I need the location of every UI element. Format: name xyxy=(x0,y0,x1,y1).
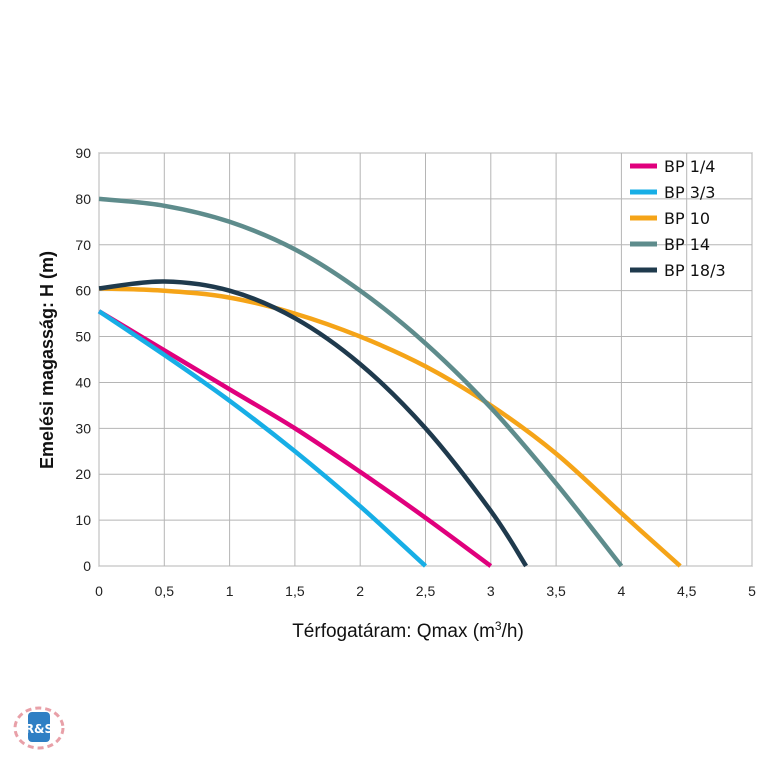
y-tick-label: 90 xyxy=(75,145,91,161)
x-tick-label: 2,5 xyxy=(416,583,436,599)
y-axis-title: Emelési magasság: H (m) xyxy=(37,251,57,469)
x-tick-label: 0 xyxy=(95,583,103,599)
series-line-bp-3-3 xyxy=(97,309,428,568)
y-tick-label: 30 xyxy=(75,420,91,436)
x-tick-label: 1 xyxy=(226,583,234,599)
company-logo: R&S xyxy=(13,706,65,750)
series-line-bp-1-4 xyxy=(97,309,493,568)
y-tick-labels: 0 10 20 30 40 50 60 70 80 90 xyxy=(75,145,91,574)
x-axis-title-sup: 3 xyxy=(495,619,502,633)
x-tick-labels: 0 0,5 1 1,5 2 2,5 3 3,5 4 4,5 5 xyxy=(95,583,756,599)
legend: BP 1/4 BP 3/3 BP 10 BP 14 BP 18/3 xyxy=(630,157,726,280)
x-tick-label: 1,5 xyxy=(285,583,305,599)
legend-label: BP 1/4 xyxy=(664,157,715,176)
gridlines xyxy=(98,152,753,567)
logo-text: R&S xyxy=(25,722,53,736)
y-tick-label: 80 xyxy=(75,191,91,207)
y-tick-label: 70 xyxy=(75,237,91,253)
x-tick-label: 0,5 xyxy=(155,583,175,599)
y-tick-label: 60 xyxy=(75,283,91,299)
y-tick-label: 40 xyxy=(75,374,91,390)
x-tick-label: 5 xyxy=(748,583,756,599)
legend-label: BP 14 xyxy=(664,235,710,254)
x-tick-label: 2 xyxy=(356,583,364,599)
legend-label: BP 10 xyxy=(664,209,710,228)
x-tick-label: 4,5 xyxy=(677,583,697,599)
series-lines xyxy=(97,196,682,568)
logo-badge xyxy=(28,712,50,742)
x-tick-label: 3 xyxy=(487,583,495,599)
x-tick-label: 4 xyxy=(618,583,626,599)
series-line-bp-18-3 xyxy=(98,279,528,568)
y-tick-label: 50 xyxy=(75,329,91,345)
y-tick-label: 20 xyxy=(75,466,91,482)
x-tick-label: 3,5 xyxy=(546,583,566,599)
x-axis-title-main: Térfogatáram: Qmax (m xyxy=(292,621,495,642)
series-line-bp-10 xyxy=(98,286,682,568)
legend-label: BP 3/3 xyxy=(664,183,715,202)
legend-label: BP 18/3 xyxy=(664,261,726,280)
y-tick-label: 10 xyxy=(75,512,91,528)
y-tick-label: 0 xyxy=(83,558,91,574)
x-axis-title: Térfogatáram: Qmax (m3/h) xyxy=(292,619,524,642)
series-line-bp-14 xyxy=(98,196,624,568)
x-axis-title-tail: /h) xyxy=(502,621,524,642)
logo-ring xyxy=(13,706,65,750)
